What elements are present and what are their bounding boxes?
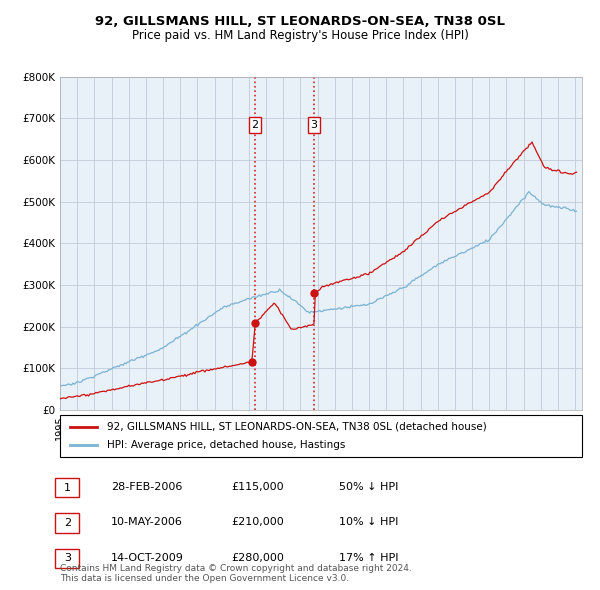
- Text: £115,000: £115,000: [231, 482, 284, 491]
- Text: 3: 3: [310, 120, 317, 130]
- Text: 3: 3: [64, 553, 71, 563]
- Text: Price paid vs. HM Land Registry's House Price Index (HPI): Price paid vs. HM Land Registry's House …: [131, 30, 469, 42]
- Text: 92, GILLSMANS HILL, ST LEONARDS-ON-SEA, TN38 0SL: 92, GILLSMANS HILL, ST LEONARDS-ON-SEA, …: [95, 15, 505, 28]
- Text: 50% ↓ HPI: 50% ↓ HPI: [339, 482, 398, 491]
- Text: £210,000: £210,000: [231, 517, 284, 527]
- Text: 10% ↓ HPI: 10% ↓ HPI: [339, 517, 398, 527]
- Text: Contains HM Land Registry data © Crown copyright and database right 2024.
This d: Contains HM Land Registry data © Crown c…: [60, 563, 412, 583]
- Text: 2: 2: [251, 120, 259, 130]
- Text: £280,000: £280,000: [231, 553, 284, 562]
- Text: 2: 2: [64, 518, 71, 528]
- Text: 14-OCT-2009: 14-OCT-2009: [111, 553, 184, 562]
- Text: 10-MAY-2006: 10-MAY-2006: [111, 517, 183, 527]
- Text: 17% ↑ HPI: 17% ↑ HPI: [339, 553, 398, 562]
- Text: 28-FEB-2006: 28-FEB-2006: [111, 482, 182, 491]
- Text: 1: 1: [64, 483, 71, 493]
- Text: HPI: Average price, detached house, Hastings: HPI: Average price, detached house, Hast…: [107, 440, 346, 450]
- Text: 92, GILLSMANS HILL, ST LEONARDS-ON-SEA, TN38 0SL (detached house): 92, GILLSMANS HILL, ST LEONARDS-ON-SEA, …: [107, 422, 487, 432]
